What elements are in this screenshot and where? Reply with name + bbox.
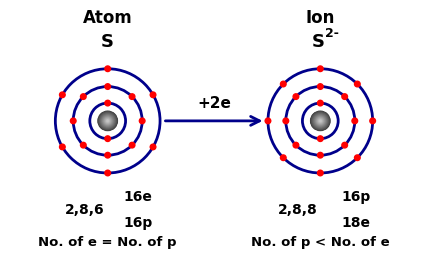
Circle shape xyxy=(293,94,299,99)
Text: 16p: 16p xyxy=(124,216,153,230)
Circle shape xyxy=(100,113,116,128)
Circle shape xyxy=(101,115,114,127)
Circle shape xyxy=(313,114,328,128)
Circle shape xyxy=(105,170,110,176)
Circle shape xyxy=(150,144,156,150)
Text: Atom: Atom xyxy=(83,9,133,27)
Circle shape xyxy=(129,142,135,148)
Circle shape xyxy=(98,111,117,131)
Circle shape xyxy=(107,120,108,121)
Circle shape xyxy=(106,119,109,123)
Circle shape xyxy=(342,142,348,148)
Circle shape xyxy=(318,118,323,124)
Circle shape xyxy=(100,113,116,129)
Circle shape xyxy=(312,113,328,128)
Circle shape xyxy=(104,117,112,125)
Circle shape xyxy=(59,92,65,98)
Circle shape xyxy=(319,120,321,122)
Circle shape xyxy=(105,118,110,123)
Circle shape xyxy=(293,142,299,148)
Circle shape xyxy=(265,118,271,124)
Text: No. of p < No. of e: No. of p < No. of e xyxy=(251,236,389,249)
Circle shape xyxy=(342,94,348,99)
Circle shape xyxy=(101,114,115,128)
Circle shape xyxy=(315,115,326,127)
Circle shape xyxy=(320,120,321,121)
Circle shape xyxy=(105,100,110,106)
Circle shape xyxy=(59,144,65,150)
Text: 16p: 16p xyxy=(342,190,371,204)
Circle shape xyxy=(319,119,322,123)
Circle shape xyxy=(312,112,329,129)
Circle shape xyxy=(318,119,322,123)
Text: 18e: 18e xyxy=(342,216,371,230)
Circle shape xyxy=(104,117,111,124)
Text: 2-: 2- xyxy=(325,27,339,40)
Circle shape xyxy=(71,118,76,124)
Circle shape xyxy=(318,136,323,141)
Circle shape xyxy=(315,116,325,126)
Circle shape xyxy=(315,115,326,126)
Circle shape xyxy=(316,117,324,125)
Circle shape xyxy=(140,118,145,124)
Circle shape xyxy=(317,118,324,124)
Circle shape xyxy=(283,118,288,124)
Circle shape xyxy=(354,155,360,161)
Circle shape xyxy=(80,142,86,148)
Circle shape xyxy=(318,84,323,89)
Circle shape xyxy=(280,155,286,161)
Circle shape xyxy=(103,116,113,126)
Circle shape xyxy=(105,84,110,89)
Circle shape xyxy=(354,81,360,87)
Circle shape xyxy=(313,114,327,128)
Circle shape xyxy=(317,117,324,124)
Circle shape xyxy=(150,92,156,98)
Circle shape xyxy=(352,118,357,124)
Text: S: S xyxy=(311,33,324,51)
Circle shape xyxy=(105,66,110,71)
Circle shape xyxy=(107,120,109,122)
Circle shape xyxy=(105,118,110,124)
Circle shape xyxy=(314,114,327,127)
Circle shape xyxy=(105,152,110,158)
Circle shape xyxy=(318,66,323,71)
Circle shape xyxy=(102,115,113,126)
Circle shape xyxy=(318,152,323,158)
Circle shape xyxy=(103,116,113,126)
Circle shape xyxy=(315,116,325,126)
Circle shape xyxy=(100,114,115,128)
Text: +2e: +2e xyxy=(197,96,231,111)
Text: S: S xyxy=(101,33,114,51)
Circle shape xyxy=(314,115,327,127)
Circle shape xyxy=(98,112,117,130)
Circle shape xyxy=(318,170,323,176)
Circle shape xyxy=(318,118,323,123)
Circle shape xyxy=(311,112,330,130)
Circle shape xyxy=(99,112,116,129)
Circle shape xyxy=(102,115,113,127)
Circle shape xyxy=(316,117,324,125)
Circle shape xyxy=(105,136,110,141)
Circle shape xyxy=(319,120,321,122)
Circle shape xyxy=(129,94,135,99)
Text: 2,8,6: 2,8,6 xyxy=(65,203,104,217)
Circle shape xyxy=(99,112,117,130)
Circle shape xyxy=(280,81,286,87)
Circle shape xyxy=(101,114,114,127)
Text: No. of e = No. of p: No. of e = No. of p xyxy=(39,236,177,249)
Circle shape xyxy=(104,117,112,125)
Circle shape xyxy=(106,119,110,123)
Circle shape xyxy=(80,94,86,99)
Circle shape xyxy=(311,111,330,131)
Circle shape xyxy=(107,120,109,122)
Text: 16e: 16e xyxy=(124,190,153,204)
Text: Ion: Ion xyxy=(306,9,335,27)
Circle shape xyxy=(312,113,328,129)
Circle shape xyxy=(311,112,329,130)
Circle shape xyxy=(370,118,375,124)
Circle shape xyxy=(104,118,111,124)
Circle shape xyxy=(318,100,323,106)
Text: 2,8,8: 2,8,8 xyxy=(277,203,317,217)
